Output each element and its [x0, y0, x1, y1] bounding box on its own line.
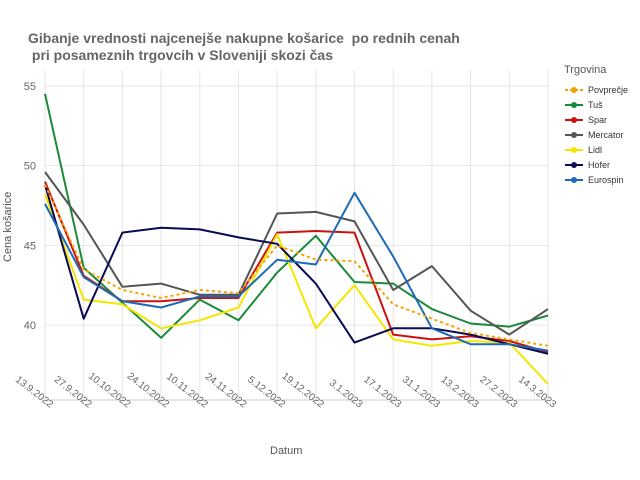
- legend-item[interactable]: Mercator: [564, 127, 640, 142]
- legend-swatch: [565, 146, 583, 153]
- series-line-povprečje: [44, 184, 549, 347]
- legend-label: Lidl: [588, 144, 603, 155]
- x-tick-label: 19.12.2022: [280, 371, 327, 411]
- x-tick-label: 24.11.2022: [203, 371, 249, 410]
- x-tick-label: 24.10.2022: [125, 371, 172, 411]
- x-tick-label: 14.3.2023: [516, 374, 558, 410]
- x-tick-label: 13.2.2023: [439, 374, 481, 410]
- legend-label: Eurospin: [588, 174, 624, 185]
- legend-swatch: [565, 116, 583, 123]
- x-axis-label: Datum: [270, 445, 303, 457]
- chart-title-line-1: Gibanje vrednosti najcenejše nakupne koš…: [28, 30, 460, 46]
- series-line-spar: [44, 181, 549, 354]
- legend-label: Mercator: [588, 129, 624, 140]
- x-tick-label: 27.2.2023: [477, 374, 519, 410]
- legend: Trgovina Povprečje Tuš Spar Mercator Lidl Hof…: [564, 64, 640, 187]
- legend-swatch: [565, 131, 583, 138]
- x-tick-label: 17.1.2023: [361, 374, 403, 410]
- legend-item[interactable]: Lidl: [564, 142, 640, 157]
- legend-swatch: [565, 101, 583, 108]
- y-tick-label: 55: [24, 81, 36, 93]
- legend-swatch: [565, 86, 583, 93]
- y-tick-label: 50: [24, 161, 36, 173]
- legend-item[interactable]: Spar: [564, 112, 640, 127]
- x-tick-label: 31.1.2023: [400, 374, 442, 410]
- series-line-eurospin: [44, 191, 549, 352]
- x-tick-label: 13.9.2022: [13, 374, 55, 410]
- legend-swatch: [565, 161, 583, 168]
- y-tick-label: 40: [24, 320, 36, 332]
- legend-label: Tuš: [588, 99, 603, 110]
- series-line-tuš: [44, 93, 549, 339]
- series-line-hofer: [44, 184, 549, 355]
- legend-item[interactable]: Povprečje: [564, 82, 640, 97]
- chart-title-line-2: pri posameznih trgovcih v Sloveniji skoz…: [28, 47, 333, 63]
- legend-label: Povprečje: [588, 84, 629, 95]
- x-tick-label: 3.1.2023: [327, 378, 365, 411]
- x-tick-label: 10.11.2022: [164, 371, 210, 410]
- series-line-mercator: [44, 171, 549, 336]
- legend-label: Spar: [588, 114, 608, 125]
- legend-item[interactable]: Tuš: [564, 97, 640, 112]
- legend-item[interactable]: Hofer: [564, 157, 640, 172]
- legend-label: Hofer: [588, 159, 611, 170]
- legend-swatch: [565, 176, 583, 183]
- legend-title: Trgovina: [564, 64, 607, 76]
- y-tick-label: 45: [24, 240, 36, 252]
- legend-item[interactable]: Eurospin: [564, 172, 640, 187]
- y-axis-label: Cena košarice: [2, 191, 14, 262]
